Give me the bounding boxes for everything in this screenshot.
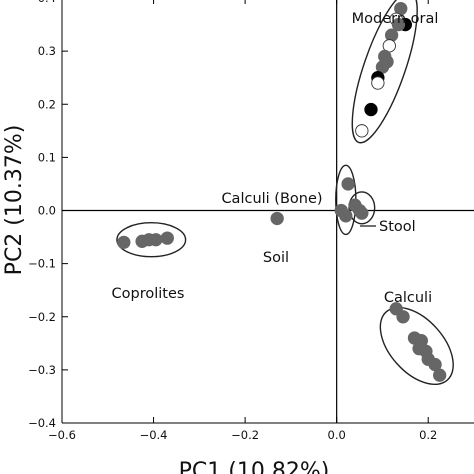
calculi-point bbox=[433, 368, 447, 382]
coprolites-point bbox=[160, 231, 174, 245]
soil-label: Soil bbox=[263, 250, 289, 266]
y-tick-label: −0.4 bbox=[28, 416, 56, 430]
modern-oral-ellipse bbox=[351, 0, 418, 144]
stool-point bbox=[355, 206, 369, 220]
modern-oral-point bbox=[364, 102, 378, 117]
calculi-ellipse bbox=[379, 306, 454, 386]
y-tick-label: 0.0 bbox=[38, 204, 56, 218]
calculi-bone-point bbox=[339, 209, 353, 223]
calculi-bone-label: Calculi (Bone) bbox=[221, 191, 322, 207]
calculi-label: Calculi bbox=[384, 290, 432, 306]
group-labels: Modern oral Calculi (Bone) Stool Coprolites… bbox=[112, 11, 439, 306]
y-tick-label: 0.1 bbox=[38, 150, 56, 164]
coprolites-point bbox=[117, 235, 131, 250]
x-tick-label: −0.6 bbox=[48, 428, 76, 442]
soil-point bbox=[270, 211, 284, 226]
modern-oral-label: Modern oral bbox=[352, 11, 439, 27]
y-tick-label: −0.1 bbox=[28, 257, 56, 271]
x-tick-label: −0.4 bbox=[140, 428, 168, 442]
x-tick-label: 0.0 bbox=[328, 428, 346, 442]
coprolites-ellipse bbox=[116, 222, 187, 258]
x-tick-label: 0.2 bbox=[419, 428, 437, 442]
x-axis-title: PC1 (10.82%) bbox=[179, 459, 330, 474]
stool-label: Stool bbox=[379, 219, 416, 235]
calculi-point bbox=[396, 310, 410, 324]
modern-oral-point bbox=[371, 76, 385, 90]
y-tick-label: −0.3 bbox=[28, 363, 56, 377]
coprolites-point bbox=[149, 233, 163, 247]
calculi-bone-point bbox=[341, 177, 355, 191]
y-tick-label: −0.2 bbox=[28, 310, 56, 324]
reference-lines bbox=[62, 0, 474, 423]
y-tick-label: 0.2 bbox=[38, 97, 56, 111]
coprolites-label: Coprolites bbox=[112, 286, 185, 302]
axes: −0.6 −0.4 −0.2 0.0 0.2−0.4−0.3−0.2−0.10.00.1… bbox=[28, 0, 474, 442]
data-points bbox=[117, 1, 447, 382]
modern-oral-point bbox=[391, 17, 406, 32]
y-tick-label: 0.4 bbox=[38, 0, 56, 5]
modern-oral-point bbox=[355, 124, 369, 138]
x-tick-label: −0.2 bbox=[231, 428, 259, 442]
y-axis-title: PC2 (10.37%) bbox=[2, 125, 27, 276]
y-tick-label: 0.3 bbox=[38, 44, 56, 58]
